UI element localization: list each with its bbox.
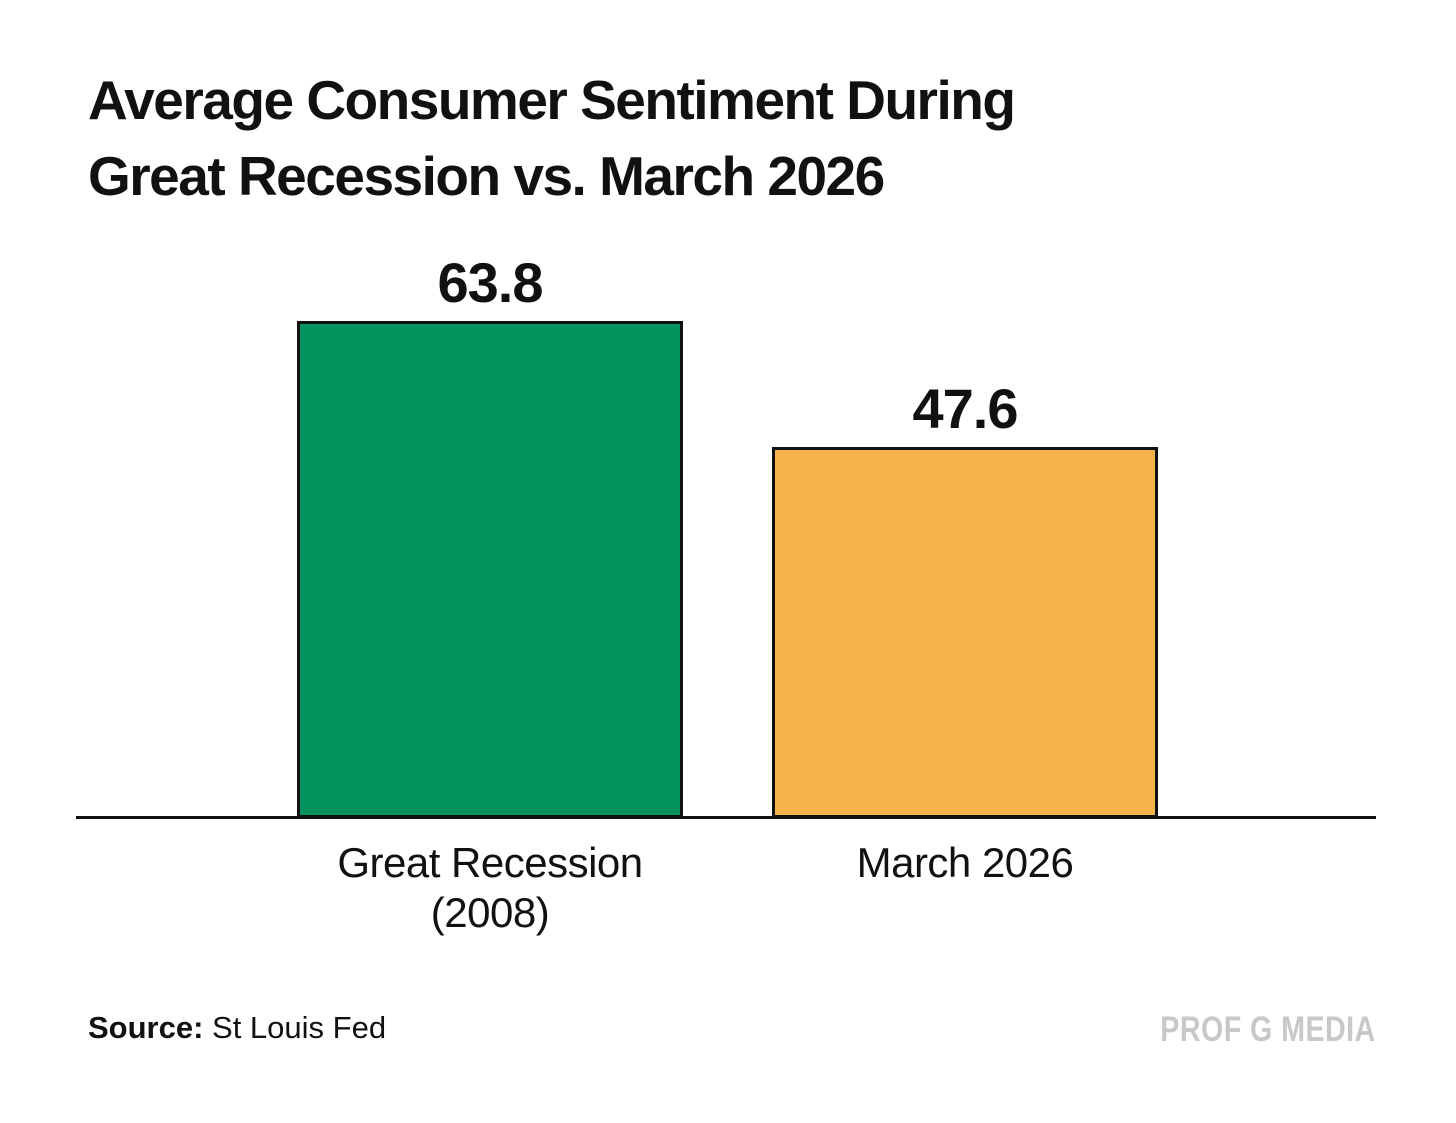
source-value: St Louis Fed xyxy=(203,1010,387,1045)
watermark-prof-g-media: PROF G MEDIA xyxy=(1160,1010,1376,1049)
chart-title-line-1: Average Consumer Sentiment During xyxy=(88,69,1016,131)
bar-march-2026 xyxy=(772,447,1158,818)
bar-great-recession xyxy=(297,321,683,818)
chart-title-line-2: Great Recession vs. March 2026 xyxy=(88,145,885,207)
axis-label-march-2026: March 2026 xyxy=(856,839,1074,886)
bar-group-great-recession: 63.8 xyxy=(297,255,683,818)
bar-value-march-2026: 47.6 xyxy=(912,377,1019,440)
x-axis-line xyxy=(76,816,1376,819)
source-note: Source: St Louis Fed xyxy=(88,1010,386,1046)
bar-group-march-2026: 47.6 xyxy=(772,381,1158,818)
axis-label-great-recession: Great Recession (2008) xyxy=(337,839,643,936)
bar-value-great-recession: 63.8 xyxy=(437,251,544,314)
source-label: Source: xyxy=(88,1010,204,1045)
chart-title: Average Consumer Sentiment During Great … xyxy=(88,62,1016,214)
